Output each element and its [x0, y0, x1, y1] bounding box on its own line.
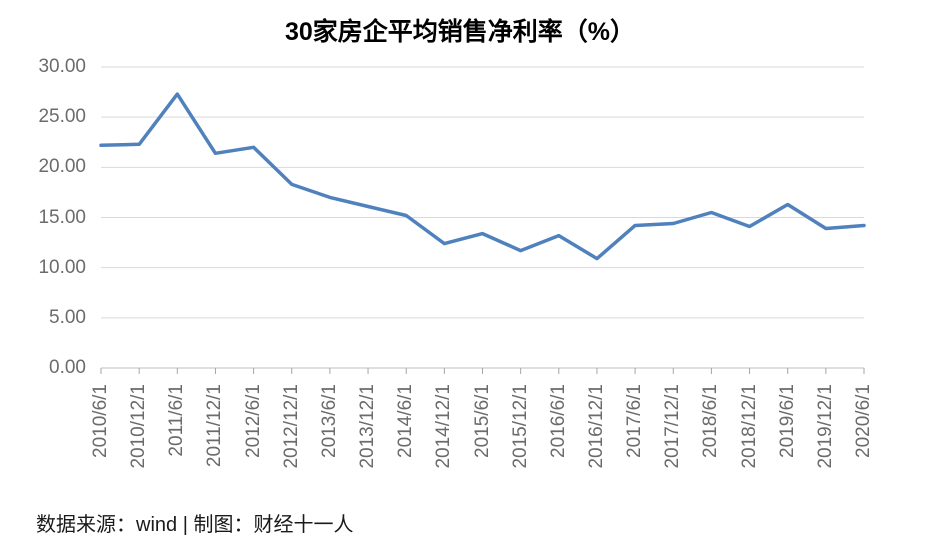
- x-tick-label: 2011/6/1: [166, 384, 188, 457]
- x-tick-label: 2013/6/1: [318, 384, 340, 458]
- x-tick-label: 2014/6/1: [395, 384, 417, 458]
- x-tick-label: 2015/6/1: [471, 384, 493, 458]
- x-tick-label: 2014/12/1: [433, 384, 455, 469]
- y-tick-label: 10.00: [38, 256, 86, 278]
- x-tick-label: 2019/12/1: [814, 384, 836, 469]
- x-tick-label: 2010/12/1: [128, 384, 150, 469]
- y-tick-label: 15.00: [38, 206, 86, 228]
- x-tick-label: 2012/6/1: [242, 384, 264, 458]
- x-tick-label: 2011/12/1: [204, 384, 226, 468]
- y-tick-label: 30.00: [38, 56, 86, 77]
- x-tick-label: 2015/12/1: [509, 384, 531, 469]
- x-tick-label: 2017/6/1: [624, 384, 646, 458]
- source-credit: 数据来源：wind | 制图：财经十一人: [36, 514, 354, 536]
- x-tick-label: 2019/6/1: [776, 384, 798, 458]
- y-tick-label: 25.00: [38, 106, 86, 128]
- x-tick-label: 2018/12/1: [738, 384, 760, 469]
- line-chart-canvas: [99, 66, 866, 374]
- x-tick-label: 2010/6/1: [90, 384, 111, 458]
- y-tick-label: 20.00: [38, 156, 86, 178]
- data-series-line: [99, 92, 866, 261]
- x-tick-label: 2016/12/1: [585, 384, 607, 469]
- x-tick-label: 2017/12/1: [662, 384, 684, 469]
- y-tick-label: 5.00: [49, 306, 86, 328]
- x-tick-label: 2020/6/1: [853, 384, 874, 458]
- x-tick-label: 2012/12/1: [280, 384, 302, 469]
- x-tick-label: 2016/6/1: [547, 384, 569, 458]
- x-tick-label: 2013/12/1: [357, 384, 379, 469]
- x-tick-label: 2018/6/1: [700, 384, 722, 458]
- chart-title: 30家房企平均销售净利率（%）: [284, 18, 636, 46]
- y-tick-label: 0.00: [49, 357, 86, 378]
